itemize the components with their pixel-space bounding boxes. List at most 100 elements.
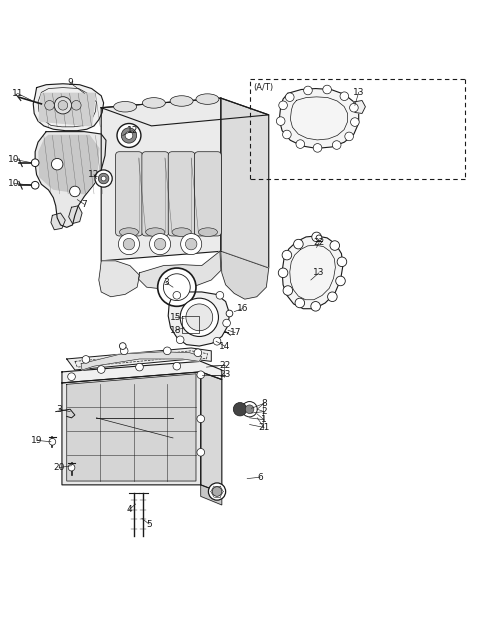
Circle shape	[123, 238, 135, 250]
Circle shape	[98, 173, 109, 184]
Circle shape	[163, 347, 171, 355]
Circle shape	[82, 356, 90, 363]
Circle shape	[316, 235, 322, 241]
Text: 2: 2	[261, 407, 267, 416]
Circle shape	[345, 132, 353, 140]
Circle shape	[330, 241, 339, 250]
FancyBboxPatch shape	[168, 152, 195, 236]
FancyBboxPatch shape	[194, 152, 221, 236]
Polygon shape	[282, 236, 343, 308]
Text: 5: 5	[146, 520, 152, 529]
Circle shape	[95, 170, 112, 187]
Text: 11: 11	[12, 89, 23, 98]
Circle shape	[286, 93, 294, 102]
Circle shape	[51, 159, 63, 170]
Text: 16: 16	[237, 304, 248, 314]
Polygon shape	[69, 206, 82, 223]
Text: 22: 22	[313, 238, 324, 247]
Circle shape	[197, 371, 204, 379]
Text: 10: 10	[8, 179, 20, 188]
Polygon shape	[39, 135, 99, 194]
Circle shape	[173, 362, 180, 370]
Polygon shape	[168, 292, 229, 346]
Polygon shape	[33, 84, 104, 130]
Text: 4: 4	[126, 505, 132, 514]
Ellipse shape	[196, 94, 219, 104]
Circle shape	[58, 100, 68, 110]
Circle shape	[31, 181, 39, 189]
Polygon shape	[35, 132, 106, 228]
Polygon shape	[51, 213, 65, 229]
Circle shape	[176, 336, 184, 344]
Circle shape	[186, 304, 213, 330]
Circle shape	[68, 464, 75, 471]
Circle shape	[304, 86, 312, 95]
Polygon shape	[201, 372, 222, 493]
Text: 23: 23	[219, 371, 230, 379]
Polygon shape	[139, 251, 221, 290]
Polygon shape	[201, 485, 222, 505]
FancyBboxPatch shape	[142, 152, 168, 236]
Circle shape	[173, 292, 180, 299]
Circle shape	[283, 130, 291, 139]
Circle shape	[276, 117, 285, 125]
Circle shape	[337, 257, 347, 266]
Circle shape	[31, 159, 39, 167]
Ellipse shape	[170, 96, 193, 106]
Polygon shape	[81, 352, 202, 370]
FancyBboxPatch shape	[116, 152, 143, 236]
Circle shape	[125, 132, 133, 139]
Circle shape	[226, 310, 233, 317]
Circle shape	[72, 100, 81, 110]
Circle shape	[157, 268, 196, 307]
Polygon shape	[101, 98, 221, 261]
Circle shape	[223, 319, 230, 327]
Circle shape	[294, 240, 303, 249]
Polygon shape	[354, 100, 365, 113]
Circle shape	[70, 186, 80, 197]
Text: 15: 15	[169, 313, 181, 322]
Circle shape	[155, 238, 166, 250]
Text: 14: 14	[219, 342, 230, 350]
Text: 12: 12	[127, 126, 138, 135]
Circle shape	[136, 363, 144, 371]
Circle shape	[212, 487, 222, 497]
Circle shape	[312, 232, 322, 241]
Circle shape	[208, 483, 226, 500]
Circle shape	[117, 124, 141, 147]
Text: 18: 18	[169, 326, 181, 335]
Circle shape	[180, 234, 202, 255]
Polygon shape	[221, 251, 269, 299]
Circle shape	[279, 101, 288, 110]
Text: 8: 8	[261, 399, 267, 408]
Circle shape	[54, 97, 72, 114]
Ellipse shape	[198, 228, 217, 236]
Text: 10: 10	[8, 155, 20, 164]
Circle shape	[45, 100, 54, 110]
Circle shape	[180, 298, 218, 337]
Circle shape	[197, 448, 204, 456]
Circle shape	[340, 92, 348, 100]
Circle shape	[185, 238, 197, 250]
Polygon shape	[279, 88, 359, 149]
Circle shape	[121, 128, 137, 143]
Text: 3: 3	[56, 404, 62, 414]
Polygon shape	[62, 361, 222, 383]
Text: 1: 1	[261, 415, 267, 424]
Text: (A/T): (A/T)	[253, 83, 273, 92]
Text: 20: 20	[53, 463, 65, 472]
Polygon shape	[221, 98, 269, 268]
Text: 19: 19	[31, 436, 42, 445]
Ellipse shape	[114, 102, 137, 112]
Circle shape	[216, 292, 224, 299]
Text: 21: 21	[258, 423, 270, 432]
Text: 12: 12	[88, 170, 100, 179]
Circle shape	[101, 176, 106, 181]
Text: 7: 7	[82, 200, 87, 209]
Circle shape	[336, 276, 345, 286]
Circle shape	[349, 103, 358, 112]
Circle shape	[150, 234, 170, 255]
Circle shape	[311, 302, 321, 311]
Circle shape	[332, 140, 341, 149]
Polygon shape	[101, 98, 269, 126]
